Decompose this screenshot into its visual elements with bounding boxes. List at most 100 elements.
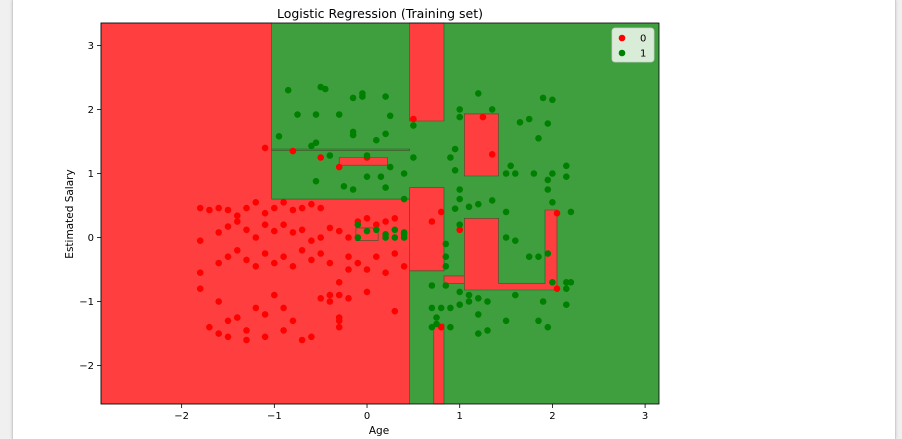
point-class-1 xyxy=(382,234,389,241)
point-class-1 xyxy=(428,304,436,312)
point-class-0 xyxy=(317,154,325,161)
point-class-1 xyxy=(525,115,533,123)
point-class-0 xyxy=(243,327,250,334)
y-tick-label: 1 xyxy=(88,169,94,180)
point-class-1 xyxy=(516,119,524,126)
point-class-1 xyxy=(428,323,436,331)
point-class-0 xyxy=(479,113,487,121)
point-class-0 xyxy=(382,218,389,225)
point-class-0 xyxy=(280,221,287,228)
point-class-0 xyxy=(280,253,287,260)
point-class-1 xyxy=(567,208,575,216)
point-class-1 xyxy=(475,330,482,337)
point-class-0 xyxy=(261,144,269,152)
point-class-1 xyxy=(563,301,570,309)
point-class-1 xyxy=(535,253,542,260)
point-class-1 xyxy=(544,120,552,127)
point-class-1 xyxy=(284,86,292,94)
point-class-0 xyxy=(298,247,306,254)
point-class-1 xyxy=(512,291,519,299)
point-class-1 xyxy=(359,90,366,97)
point-class-1 xyxy=(456,106,464,113)
point-class-0 xyxy=(289,229,297,236)
point-class-0 xyxy=(280,199,287,206)
point-class-1 xyxy=(400,234,408,241)
point-class-0 xyxy=(335,323,343,331)
y-tick-label: −1 xyxy=(79,297,94,308)
point-class-1 xyxy=(451,205,459,212)
point-class-0 xyxy=(391,307,399,315)
point-class-0 xyxy=(224,253,232,260)
x-tick-label: 2 xyxy=(549,411,555,422)
point-class-0 xyxy=(391,250,399,257)
point-class-1 xyxy=(512,170,519,177)
point-class-1 xyxy=(447,323,454,331)
point-class-1 xyxy=(335,111,343,118)
point-class-1 xyxy=(465,203,473,211)
point-class-1 xyxy=(363,173,371,180)
point-class-1 xyxy=(539,94,547,102)
point-class-1 xyxy=(363,152,371,159)
scatter-chart: Logistic Regression (Training set) −2 −1 0… xyxy=(64,6,660,437)
point-class-1 xyxy=(308,142,315,150)
x-axis-ticks: −2 −1 0 1 2 3 xyxy=(174,404,648,422)
point-class-1 xyxy=(312,177,320,185)
point-class-0 xyxy=(234,314,241,321)
point-class-0 xyxy=(400,263,408,270)
point-class-1 xyxy=(502,234,510,241)
region-class-0 xyxy=(409,22,445,122)
point-class-1 xyxy=(326,152,334,159)
point-class-1 xyxy=(456,186,464,193)
point-class-1 xyxy=(567,279,575,286)
point-class-0 xyxy=(363,288,371,296)
point-class-0 xyxy=(317,204,325,212)
point-class-1 xyxy=(442,240,450,248)
notebook-output-cell: Logistic Regression (Training set) −2 −1 0… xyxy=(12,0,896,439)
point-class-0 xyxy=(345,266,352,273)
point-class-1 xyxy=(437,304,445,312)
point-class-1 xyxy=(382,93,389,100)
point-class-0 xyxy=(382,269,389,277)
point-class-0 xyxy=(553,285,561,293)
point-class-0 xyxy=(289,147,297,155)
point-class-1 xyxy=(410,154,417,161)
x-tick-label: 0 xyxy=(364,411,370,422)
region-class-0 xyxy=(433,323,445,405)
point-class-1 xyxy=(563,279,570,286)
point-class-1 xyxy=(465,298,473,305)
point-class-1 xyxy=(502,208,510,216)
point-class-1 xyxy=(549,279,556,286)
point-class-1 xyxy=(433,314,440,321)
x-tick-label: −1 xyxy=(267,411,282,422)
point-class-1 xyxy=(349,186,357,193)
point-class-0 xyxy=(437,208,445,216)
point-class-1 xyxy=(456,195,464,203)
point-class-1 xyxy=(442,263,450,270)
legend-marker-0 xyxy=(618,34,626,42)
x-axis-label: Age xyxy=(369,425,389,437)
point-class-0 xyxy=(345,253,352,260)
point-class-0 xyxy=(234,212,241,219)
point-class-0 xyxy=(271,259,278,267)
point-class-1 xyxy=(400,195,408,203)
point-class-0 xyxy=(335,279,343,286)
point-class-1 xyxy=(502,170,510,177)
point-class-0 xyxy=(373,221,380,228)
point-class-1 xyxy=(456,301,464,309)
point-class-0 xyxy=(335,314,343,321)
point-class-1 xyxy=(502,317,510,325)
point-class-1 xyxy=(386,112,394,120)
point-class-1 xyxy=(373,226,380,234)
point-class-1 xyxy=(539,298,547,305)
point-class-0 xyxy=(234,218,241,225)
legend: 01 xyxy=(611,27,655,63)
point-class-1 xyxy=(549,170,556,177)
point-class-0 xyxy=(298,226,306,234)
axes-frame xyxy=(100,22,660,405)
point-class-0 xyxy=(261,311,269,318)
point-class-1 xyxy=(488,106,496,113)
point-class-0 xyxy=(196,204,204,212)
point-class-1 xyxy=(549,199,556,206)
y-tick-label: 3 xyxy=(88,41,94,52)
point-class-0 xyxy=(252,234,260,241)
